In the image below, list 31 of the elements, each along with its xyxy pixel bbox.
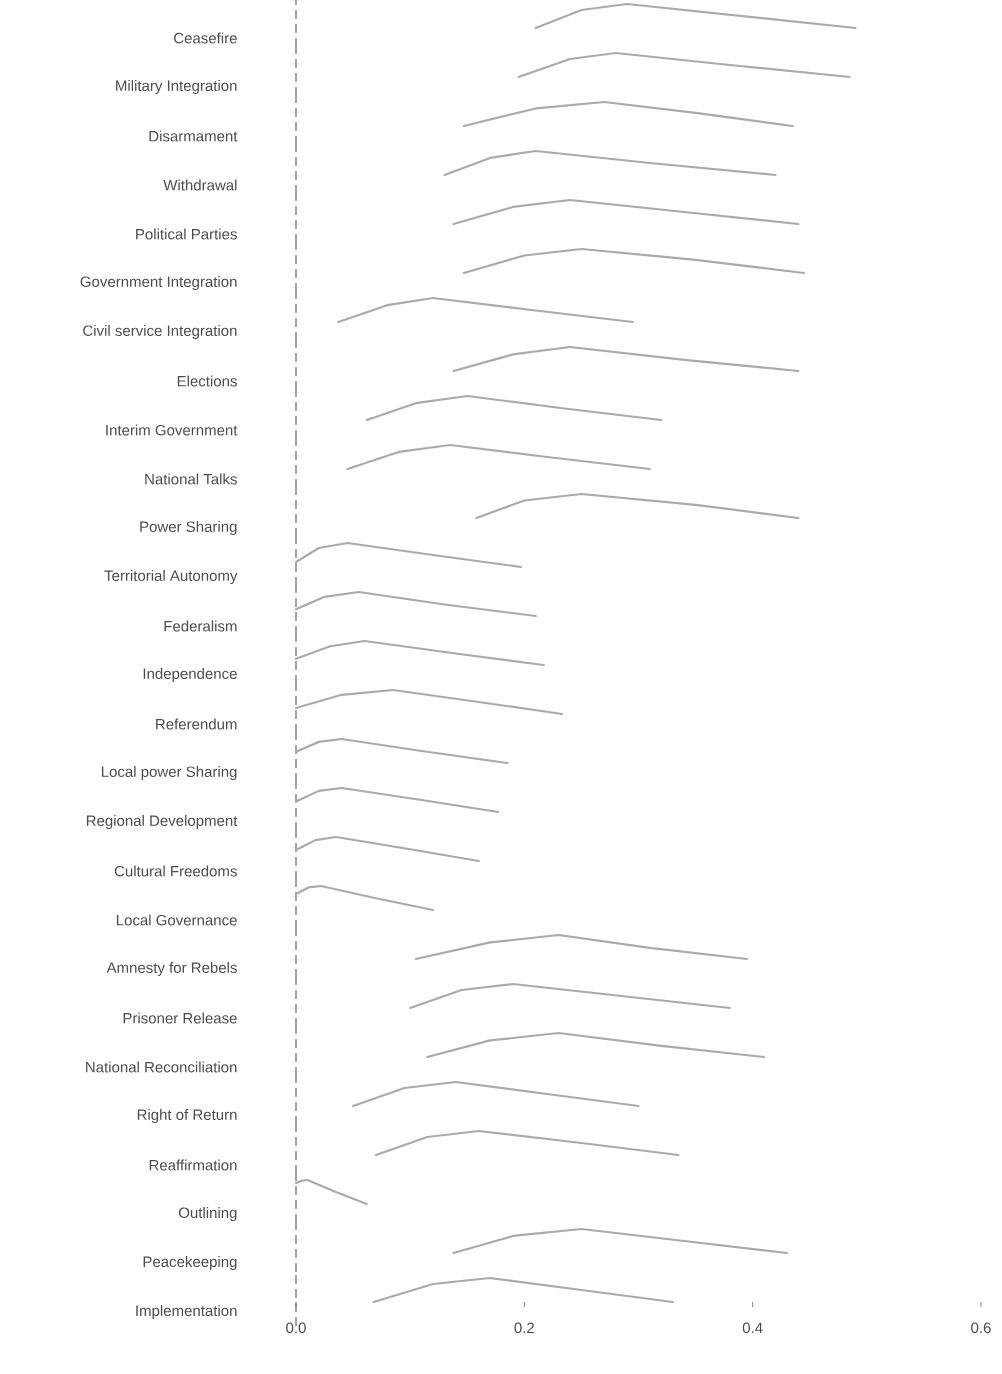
y-axis-title: National Reconciliation: [86, 1061, 237, 1073]
y-axis-title: Power Sharing: [140, 521, 237, 535]
x-tick-label: 0.6: [971, 1322, 991, 1334]
y-axis-title: Regional Development: [86, 815, 238, 829]
y-axis-title: Political Parties: [136, 228, 237, 240]
y-axis-title: Territorial Autonomy: [104, 570, 238, 584]
y-axis-title: Military Integration: [116, 80, 237, 94]
y-axis-title: Referendum: [156, 718, 237, 730]
y-axis-title: Federalism: [164, 620, 237, 632]
y-axis-title: Prisoner Release: [123, 1012, 237, 1024]
y-axis-title: Government Integration: [80, 276, 237, 290]
y-axis-title: Outlining: [178, 1207, 237, 1221]
y-axis-title: Independence: [143, 668, 237, 682]
y-axis-title: Ceasefire: [174, 32, 237, 44]
y-axis-title: Right of Return: [137, 1109, 237, 1123]
y-axis-title: Reaffirmation: [149, 1159, 237, 1171]
x-tick-label: 0.2: [514, 1322, 535, 1334]
y-axis-title: Civil service Integration: [83, 325, 237, 339]
y-axis-title: Local power Sharing: [101, 766, 237, 780]
y-axis-title: Peacekeeping: [143, 1256, 237, 1270]
y-axis-title: Amnesty for Rebels: [106, 962, 237, 976]
y-axis-title: Withdrawal: [163, 179, 237, 191]
y-axis-title: Elections: [177, 375, 237, 387]
y-axis-title: Local Governance: [116, 914, 237, 926]
y-axis-title: Cultural Freedoms: [114, 865, 237, 877]
y-axis-title: Interim Government: [106, 424, 238, 436]
y-axis-title: Disarmament: [149, 130, 238, 142]
x-tick-label: 0.0: [286, 1322, 306, 1334]
x-tick-label: 0.4: [742, 1322, 763, 1334]
y-axis-title: Implementation: [136, 1305, 237, 1319]
y-axis-title: National Talks: [145, 473, 237, 485]
